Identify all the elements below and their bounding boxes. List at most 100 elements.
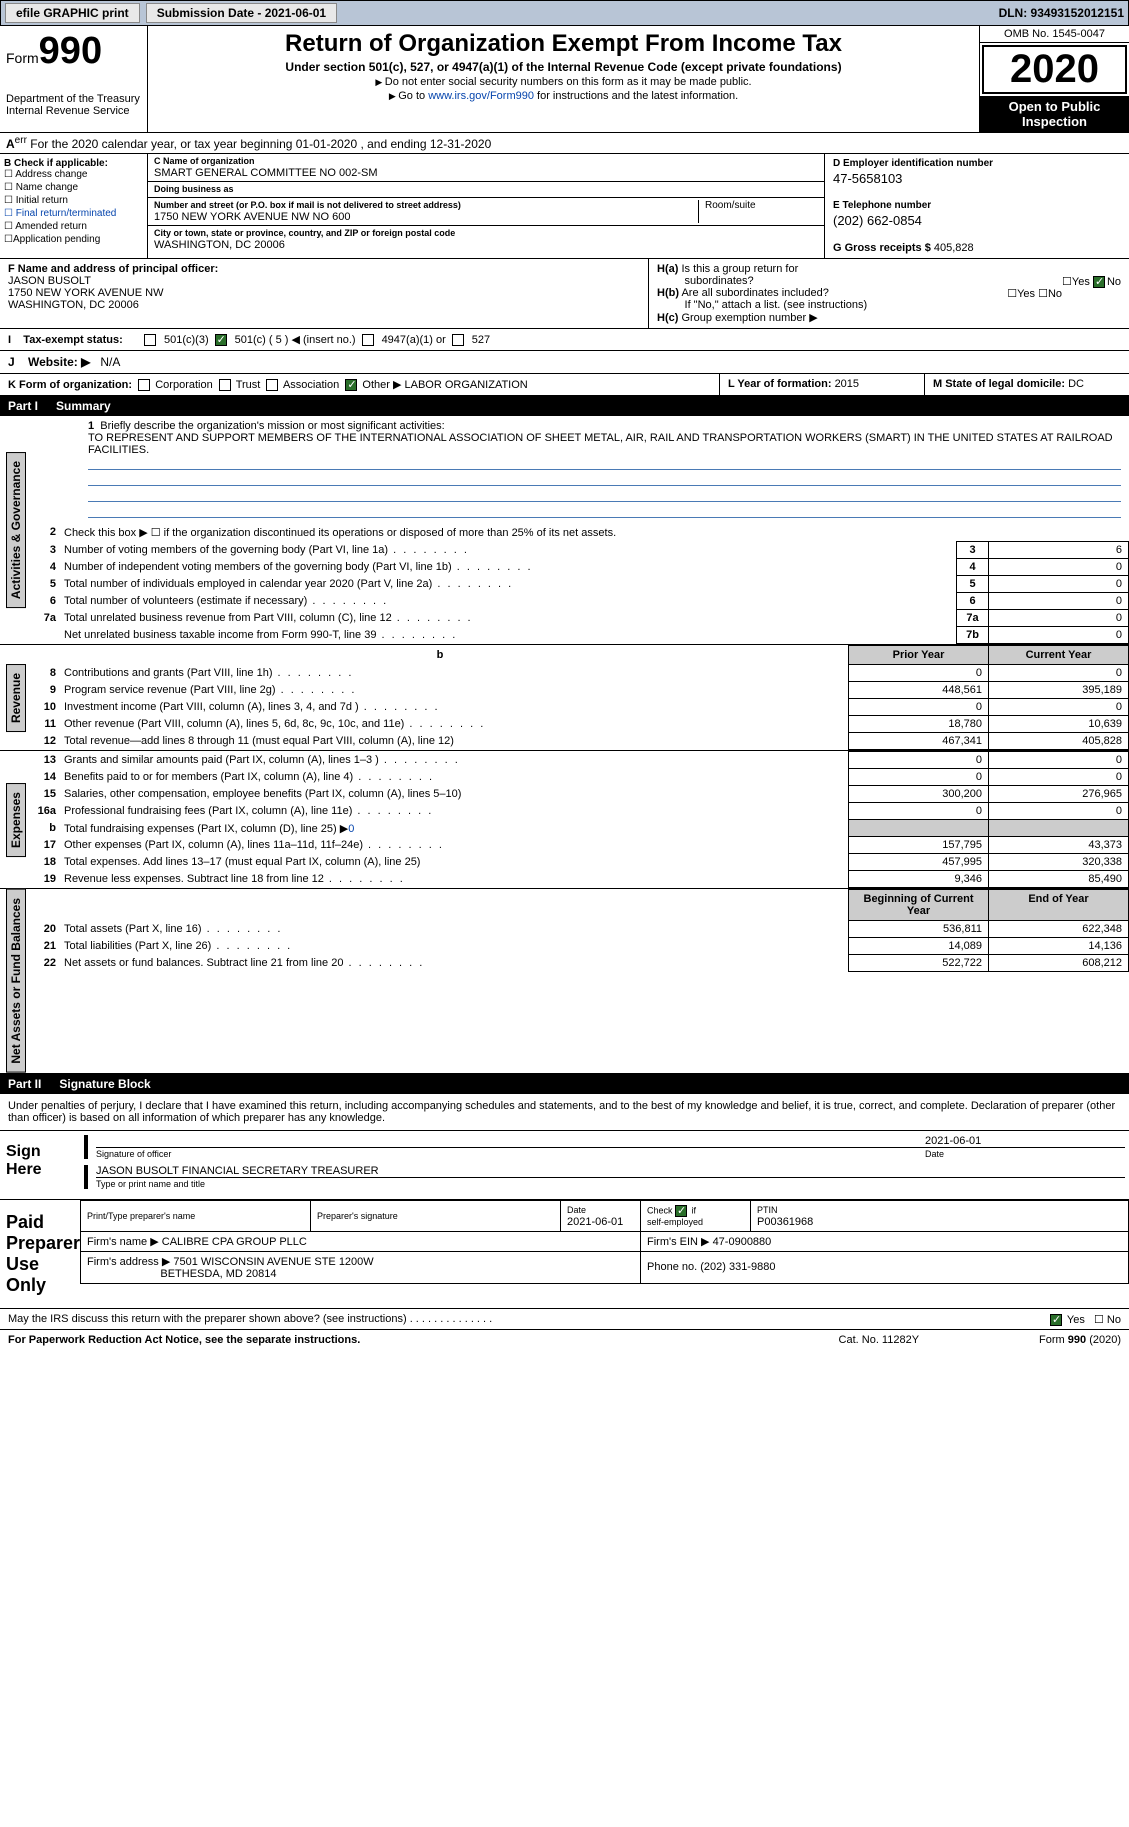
p17: 157,795 <box>849 837 989 854</box>
penalty-text: Under penalties of perjury, I declare th… <box>0 1094 1129 1131</box>
dept-label: Department of the Treasury Internal Reve… <box>6 93 141 117</box>
chk-name[interactable]: ☐ Name change <box>4 182 143 193</box>
p21: 14,089 <box>849 938 989 955</box>
chk-501c[interactable] <box>215 334 227 346</box>
line-14: Benefits paid to or for members (Part IX… <box>60 769 849 786</box>
expenses-section: Expenses 13Grants and similar amounts pa… <box>0 751 1129 889</box>
chk-pending[interactable]: ☐Application pending <box>4 234 143 245</box>
val-4: 0 <box>989 559 1129 576</box>
line-16a: Professional fundraising fees (Part IX, … <box>60 803 849 820</box>
p16b <box>849 820 989 837</box>
c9: 395,189 <box>989 682 1129 699</box>
form-title: Return of Organization Exempt From Incom… <box>156 30 971 58</box>
line-22: Net assets or fund balances. Subtract li… <box>60 955 849 972</box>
tax-year: 2020 <box>982 45 1127 94</box>
c16a: 0 <box>989 803 1129 820</box>
room-label: Room/suite <box>698 200 818 223</box>
line-19: Revenue less expenses. Subtract line 18 … <box>60 871 849 888</box>
efile-button[interactable]: efile GRAPHIC print <box>5 3 140 23</box>
line-2: Check this box ▶ ☐ if the organization d… <box>60 524 1129 542</box>
sign-here-row: Sign Here 2021-06-01 Signature of office… <box>0 1131 1129 1200</box>
ptin-label: PTIN <box>757 1205 778 1215</box>
footer-cat: Cat. No. 11282Y <box>839 1334 920 1346</box>
officer-label: F Name and address of principal officer: <box>8 263 218 275</box>
entity-block: B Check if applicable: ☐ Address change … <box>0 154 1129 259</box>
firm-ein: 47-0900880 <box>713 1236 772 1248</box>
ein-label: D Employer identification number <box>833 158 1121 169</box>
chk-trust[interactable] <box>219 379 231 391</box>
chk-no[interactable] <box>1093 276 1105 288</box>
chk-final[interactable]: ☐ Final return/terminated <box>4 208 143 219</box>
chk-address[interactable]: ☐ Address change <box>4 169 143 180</box>
website-row: J Website: ▶ N/A <box>0 351 1129 374</box>
sign-here-label: Sign Here <box>0 1131 80 1199</box>
top-bar: efile GRAPHIC print Submission Date - 20… <box>0 0 1129 26</box>
gross-receipts: G Gross receipts $ 405,828 <box>833 242 1121 254</box>
chk-assoc[interactable] <box>266 379 278 391</box>
officer-addr2: WASHINGTON, DC 20006 <box>8 299 139 311</box>
h-c: H(c) Group exemption number ▶ <box>657 311 1121 324</box>
p11: 18,780 <box>849 716 989 733</box>
chk-amended[interactable]: ☐ Amended return <box>4 221 143 232</box>
city-value: WASHINGTON, DC 20006 <box>154 239 818 251</box>
c10: 0 <box>989 699 1129 716</box>
form-header: Form990 Department of the Treasury Inter… <box>0 26 1129 133</box>
officer-addr1: 1750 NEW YORK AVENUE NW <box>8 287 163 299</box>
chk-501c3[interactable] <box>144 334 156 346</box>
begin-hdr: Beginning of Current Year <box>849 890 989 921</box>
chk-initial[interactable]: ☐ Initial return <box>4 195 143 206</box>
l16b-link[interactable]: 0 <box>348 823 354 835</box>
line-10: Investment income (Part VIII, column (A)… <box>60 699 849 716</box>
p19: 9,346 <box>849 871 989 888</box>
p10: 0 <box>849 699 989 716</box>
form-org-row: K Form of organization: Corporation Trus… <box>0 374 1129 396</box>
chk-other[interactable] <box>345 379 357 391</box>
footer-form: Form 990 (2020) <box>1039 1334 1121 1346</box>
sig-officer-label: Signature of officer <box>96 1147 925 1159</box>
submission-date: Submission Date - 2021-06-01 <box>146 3 337 23</box>
page-footer: For Paperwork Reduction Act Notice, see … <box>0 1329 1129 1350</box>
curr-hdr: Current Year <box>989 646 1129 665</box>
chk-527[interactable] <box>452 334 464 346</box>
p16a: 0 <box>849 803 989 820</box>
addr-label: Number and street (or P.O. box if mail i… <box>154 200 698 210</box>
p15: 300,200 <box>849 786 989 803</box>
ptin-value: P00361968 <box>757 1216 813 1228</box>
sign-date: 2021-06-01 <box>925 1135 1125 1147</box>
officer-block: F Name and address of principal officer:… <box>0 259 1129 329</box>
gov-vlabel: Activities & Governance <box>6 452 26 608</box>
org-name-label: C Name of organization <box>154 156 818 166</box>
addr-value: 1750 NEW YORK AVENUE NW NO 600 <box>154 211 698 223</box>
ssn-note: Do not enter social security numbers on … <box>156 76 971 88</box>
line-9: Program service revenue (Part VIII, line… <box>60 682 849 699</box>
line-7b: Net unrelated business taxable income fr… <box>60 627 957 644</box>
line-8: Contributions and grants (Part VIII, lin… <box>60 665 849 682</box>
governance-section: Activities & Governance 1 Briefly descri… <box>0 416 1129 645</box>
val-7b: 0 <box>989 627 1129 644</box>
sig-date-label: Date <box>925 1147 1125 1159</box>
irs-link[interactable]: www.irs.gov/Form990 <box>428 90 534 102</box>
city-label: City or town, state or province, country… <box>154 228 818 238</box>
tax-period: Aerr For the 2020 calendar year, or tax … <box>0 133 1129 154</box>
firm-phone: (202) 331-9880 <box>700 1261 775 1273</box>
year-formation: L Year of formation: 2015 <box>719 374 924 395</box>
mission-label: Briefly describe the organization's miss… <box>100 420 444 432</box>
chk-self-employed[interactable] <box>675 1205 687 1217</box>
chk-corp[interactable] <box>138 379 150 391</box>
line-5: Total number of individuals employed in … <box>60 576 957 593</box>
line-20: Total assets (Part X, line 16) <box>60 921 849 938</box>
c14: 0 <box>989 769 1129 786</box>
c19: 85,490 <box>989 871 1129 888</box>
p8: 0 <box>849 665 989 682</box>
c16b <box>989 820 1129 837</box>
goto-note: Go to www.irs.gov/Form990 for instructio… <box>156 90 971 102</box>
ein-value: 47-5658103 <box>833 171 1121 186</box>
discuss-row: May the IRS discuss this return with the… <box>0 1309 1129 1329</box>
line-21: Total liabilities (Part X, line 26) <box>60 938 849 955</box>
c11: 10,639 <box>989 716 1129 733</box>
chk-4947[interactable] <box>362 334 374 346</box>
firm-addr1: 7501 WISCONSIN AVENUE STE 1200W <box>173 1256 373 1268</box>
line-12: Total revenue—add lines 8 through 11 (mu… <box>60 733 849 750</box>
h-b: H(b) Are all subordinates included? ☐Yes… <box>657 287 1121 311</box>
chk-discuss-yes[interactable] <box>1050 1314 1062 1326</box>
